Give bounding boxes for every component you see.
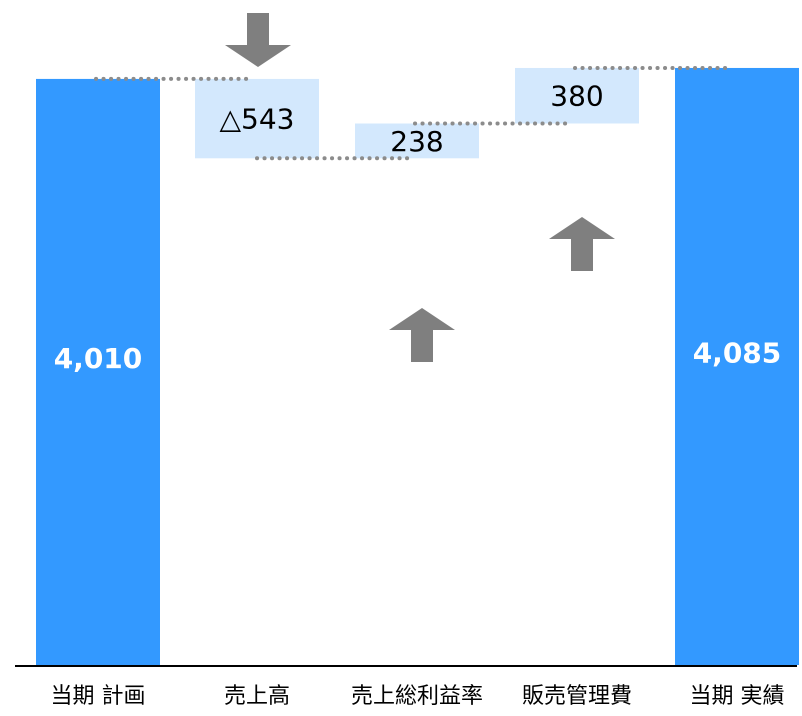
total-bar — [36, 78, 160, 665]
delta-bar — [195, 78, 319, 159]
x-tick-label: 当期 計画 — [51, 684, 146, 709]
arrow-up-icon — [549, 217, 615, 271]
x-tick-label: 売上総利益率 — [351, 684, 483, 709]
delta-bar — [515, 67, 639, 124]
data-label: 380 — [550, 80, 603, 113]
data-label: 4,010 — [54, 342, 143, 375]
x-tick-label: 売上高 — [224, 684, 290, 709]
data-label: 238 — [390, 125, 443, 158]
x-tick-label: 当期 実績 — [690, 684, 785, 709]
x-tick-label: 販売管理費 — [522, 684, 632, 709]
total-bar — [675, 67, 799, 665]
data-label: 4,085 — [693, 336, 782, 369]
arrow-up-icon — [389, 308, 455, 362]
delta-bar — [355, 123, 479, 159]
data-label: △543 — [220, 103, 295, 136]
arrow-down-icon — [225, 13, 291, 67]
